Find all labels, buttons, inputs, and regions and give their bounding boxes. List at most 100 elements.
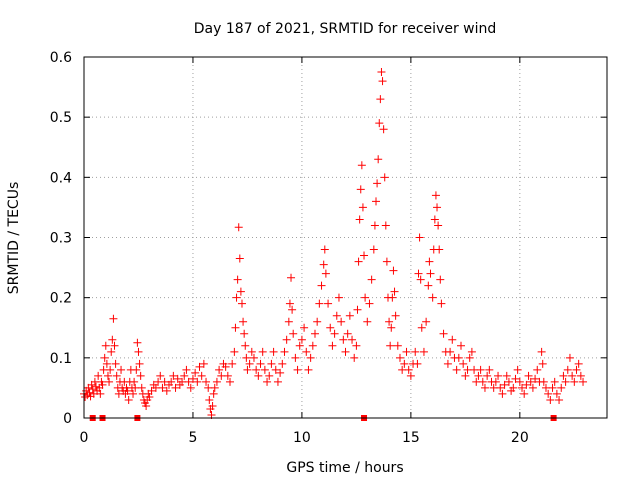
y-tick-label: 0.4 [50,170,72,186]
data-point [252,365,261,374]
data-point [320,245,329,254]
data-point [184,377,193,386]
data-point [235,254,244,263]
data-point [289,329,298,338]
data-point [202,377,211,386]
data-point [271,365,280,374]
data-point [295,341,304,350]
data-point [570,377,579,386]
data-point [110,341,119,350]
data-point [500,380,509,389]
data-point [233,275,242,284]
data-point [496,383,505,392]
data-point [232,293,241,302]
data-point [436,275,445,284]
data-point [328,341,337,350]
data-point [132,365,141,374]
data-point [273,377,282,386]
data-point [520,389,529,398]
data-point [278,359,287,368]
data-point [260,365,269,374]
data-point [85,388,94,397]
data-point [230,347,239,356]
data-point [511,374,520,383]
data-point [352,341,361,350]
data-point [129,389,138,398]
data-point [223,371,232,380]
data-point [515,377,524,386]
data-point [107,347,116,356]
data-point [241,341,250,350]
data-point [382,257,391,266]
data-point [402,347,411,356]
data-point [162,386,171,395]
data-point [537,347,546,356]
data-point [158,383,167,392]
data-point [416,275,425,284]
data-point [94,371,103,380]
data-point [377,68,386,77]
gridlines [84,57,607,418]
data-point [339,335,348,344]
data-point [239,317,248,326]
data-point [539,377,548,386]
data-point [404,365,413,374]
data-point [345,311,354,320]
data-point [193,377,202,386]
data-point [509,383,518,392]
data-point [228,359,237,368]
data-point [476,365,485,374]
data-point [197,371,206,380]
data-point [240,329,249,338]
data-point [361,293,370,302]
data-point [433,203,442,212]
data-point [226,377,235,386]
x-axis-label: GPS time / hours [286,460,403,476]
x-tick-label: 5 [188,430,197,446]
data-point [245,359,254,368]
data-point [300,323,309,332]
data-point [343,329,352,338]
axes: 0 0.1 0.2 0.3 0.4 0.5 0.6 0 5 10 15 20 [50,50,607,446]
data-point [385,317,394,326]
data-point [360,251,369,260]
data-point [357,161,366,170]
data-point [98,380,107,389]
data-point [167,377,176,386]
data-point [319,260,328,269]
data-point [452,365,461,374]
data-point [417,323,426,332]
data-point [483,371,492,380]
y-tick-label: 0.1 [50,351,72,367]
data-point [424,281,433,290]
data-point [552,389,561,398]
data-point [528,383,537,392]
data-point [414,269,423,278]
data-point [315,299,324,308]
data-point [443,359,452,368]
data-point [288,305,297,314]
data-point [568,371,577,380]
data-point [171,383,180,392]
data-point [513,365,522,374]
data-point [480,383,489,392]
data-point [337,317,346,326]
y-tick-label: 0 [63,411,72,427]
data-point [465,353,474,362]
data-point [308,341,317,350]
data-point [280,347,289,356]
data-points [80,68,588,421]
data-point [498,389,507,398]
data-point [269,347,278,356]
data-point [437,299,446,308]
data-point [381,221,390,230]
data-point [572,365,581,374]
data-point [285,299,294,308]
data-point [353,305,362,314]
data-point [435,245,444,254]
data-point [156,371,165,380]
y-axis-label: SRMTID / TECUs [6,182,22,295]
data-point [102,359,111,368]
data-point [117,365,126,374]
